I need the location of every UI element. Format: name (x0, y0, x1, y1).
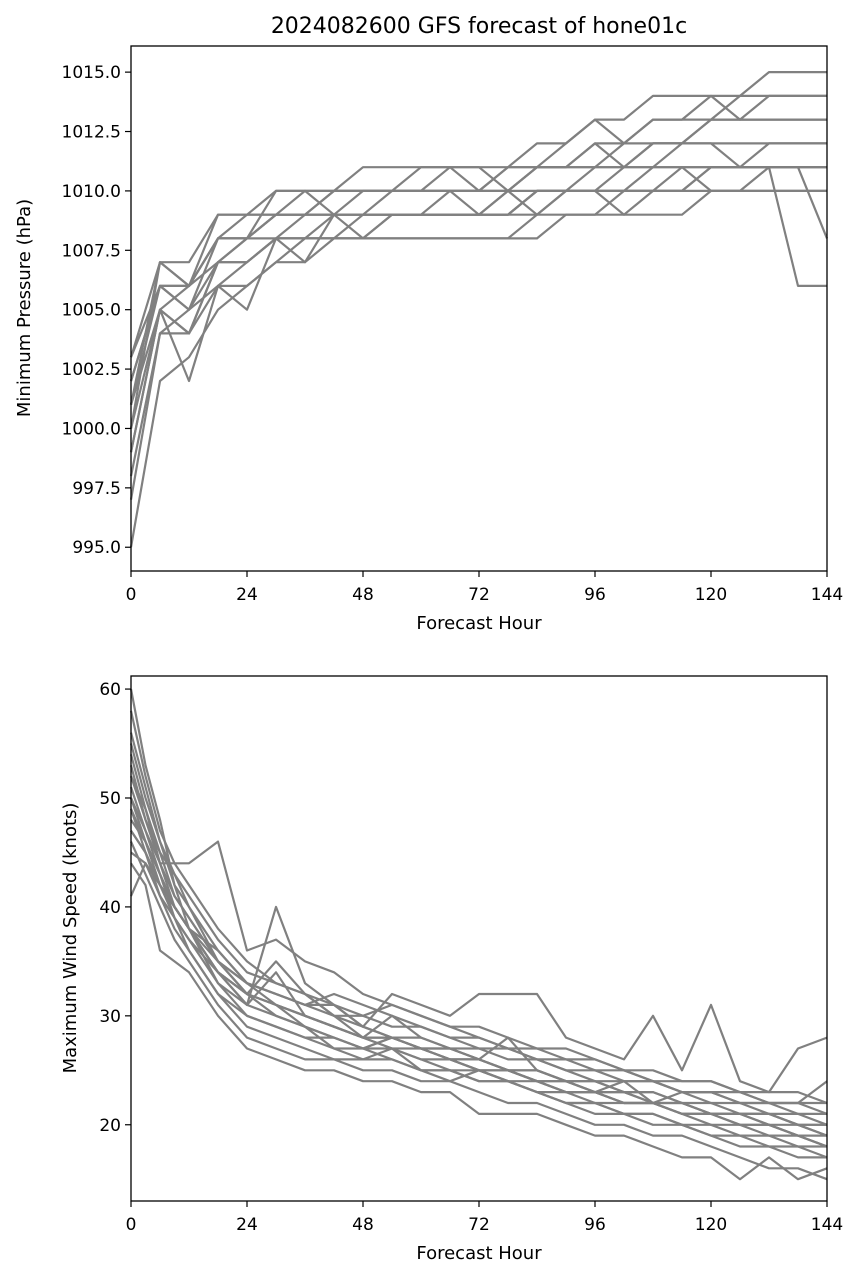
wind-y-ticks: 20 30 40 50 60 (99, 680, 131, 1136)
pressure-panel: 0 24 48 72 96 120 144 995.0 997.5 1000.0 1002.5 10… (14, 45, 843, 634)
wind-x-tick-label: 120 (695, 1215, 727, 1235)
wind-x-tick-label: 144 (811, 1215, 843, 1235)
wind-panel: 0 24 48 72 96 120 144 20 30 40 50 60 Forecast Hour… (60, 675, 843, 1264)
wind-x-tick-label: 72 (468, 1215, 490, 1235)
pressure-x-tick-label: 144 (811, 585, 843, 605)
wind-series-line (129, 765, 828, 1094)
wind-y-axis-label: Maximum Wind Speed (knots) (60, 803, 81, 1074)
wind-series-line (130, 862, 828, 1181)
wind-y-tick-label: 50 (99, 789, 121, 809)
pressure-series-line (129, 166, 829, 429)
wind-series-line (130, 851, 828, 1126)
pressure-series-line (129, 189, 827, 453)
pressure-y-tick-label: 1005.0 (62, 301, 121, 321)
pressure-y-tick-label: 1000.0 (62, 419, 121, 439)
wind-series-line (130, 830, 827, 1148)
wind-series-line (129, 808, 827, 1159)
wind-series-line (129, 797, 828, 1115)
wind-x-tick-label: 48 (352, 1215, 374, 1235)
pressure-x-axis-label: Forecast Hour (416, 613, 542, 634)
pressure-series-line (129, 142, 827, 477)
wind-x-ticks: 0 24 48 72 96 120 144 (126, 1201, 843, 1235)
pressure-y-tick-label: 1007.5 (62, 241, 121, 261)
pressure-series-line (129, 166, 827, 500)
pressure-x-tick-label: 120 (695, 585, 727, 605)
wind-series-group (129, 688, 828, 1181)
pressure-y-tick-label: 995.0 (72, 538, 121, 558)
wind-series-line (129, 797, 827, 1126)
pressure-y-ticks: 995.0 997.5 1000.0 1002.5 1005.0 1007.5 1010.0… (62, 63, 131, 558)
wind-series-line (129, 688, 828, 1137)
wind-x-tick-label: 96 (584, 1215, 606, 1235)
pressure-y-tick-label: 1010.0 (62, 182, 121, 202)
wind-series-line (129, 775, 828, 1105)
chart-title: 2024082600 GFS forecast of hone01c (271, 14, 687, 39)
pressure-x-tick-label: 72 (468, 585, 490, 605)
wind-x-axis-label: Forecast Hour (416, 1243, 542, 1264)
wind-y-tick-label: 40 (99, 898, 121, 918)
pressure-series-group (129, 70, 829, 548)
pressure-x-tick-label: 48 (352, 585, 374, 605)
pressure-y-axis-label: Minimum Pressure (hPa) (14, 199, 35, 417)
wind-y-tick-label: 30 (99, 1007, 121, 1027)
pressure-y-tick-label: 1002.5 (62, 360, 121, 380)
pressure-plot-frame (130, 45, 828, 572)
wind-series-line (129, 743, 827, 1126)
wind-y-tick-label: 20 (99, 1116, 121, 1136)
pressure-series-line (129, 142, 827, 358)
wind-x-tick-label: 0 (126, 1215, 137, 1235)
wind-series-line (129, 754, 827, 1137)
pressure-x-tick-label: 24 (236, 585, 258, 605)
wind-plot-frame (130, 675, 828, 1202)
wind-y-tick-label: 60 (99, 680, 121, 700)
pressure-series-line (129, 166, 827, 382)
wind-series-line (129, 808, 828, 1148)
wind-x-tick-label: 24 (236, 1215, 258, 1235)
wind-series-line (130, 819, 828, 1137)
pressure-y-tick-label: 1012.5 (62, 123, 121, 143)
pressure-x-tick-label: 0 (126, 585, 137, 605)
pressure-x-ticks: 0 24 48 72 96 120 144 (126, 571, 843, 605)
pressure-x-tick-label: 96 (584, 585, 606, 605)
pressure-series-line (129, 166, 827, 405)
pressure-y-tick-label: 1015.0 (62, 63, 121, 83)
pressure-y-tick-label: 997.5 (72, 479, 121, 499)
